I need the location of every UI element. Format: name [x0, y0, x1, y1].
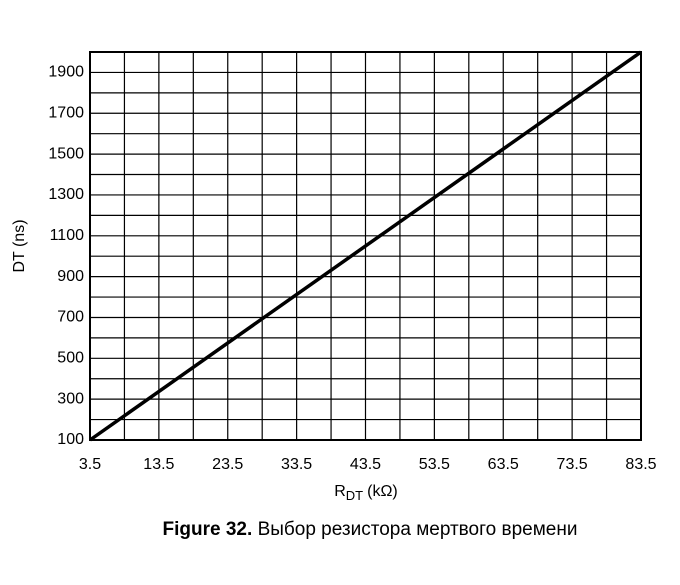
y-tick-label: 900 [57, 268, 84, 285]
x-axis-label-unit: (kΩ) [367, 483, 398, 500]
y-tick-label: 100 [57, 431, 84, 448]
x-axis-label: RDT (kΩ) [334, 483, 398, 503]
y-tick-label: 1900 [48, 64, 84, 81]
y-tick-label: 500 [57, 350, 84, 367]
x-tick-label: 63.5 [488, 456, 519, 473]
caption: Figure 32. Выбор резистора мертвого врем… [163, 519, 578, 540]
x-tick-label: 73.5 [557, 456, 588, 473]
y-axis-label: DT (ns) [11, 219, 28, 272]
x-tick-label: 13.5 [143, 456, 174, 473]
data-line [88, 50, 643, 442]
x-tick-label: 83.5 [625, 456, 656, 473]
caption-label: Figure 32. [163, 519, 253, 540]
y-tick-label: 1100 [50, 227, 85, 244]
x-axis-label-sub: DT [346, 488, 363, 503]
caption-text: Выбор резистора мертвого времени [258, 519, 578, 540]
y-tick-label: 700 [57, 309, 84, 326]
plot-frame [89, 51, 642, 441]
x-axis-label-main: R [334, 483, 346, 500]
y-tick-label: 1300 [48, 186, 84, 203]
x-tick-label: 3.5 [79, 456, 101, 473]
y-tick-label: 1500 [48, 145, 84, 162]
x-tick-label: 23.5 [212, 456, 243, 473]
x-tick-label: 43.5 [350, 456, 381, 473]
y-tick-label: 300 [57, 390, 84, 407]
y-tick-label: 1700 [48, 104, 84, 121]
x-tick-label: 53.5 [419, 456, 450, 473]
x-tick-label: 33.5 [281, 456, 312, 473]
